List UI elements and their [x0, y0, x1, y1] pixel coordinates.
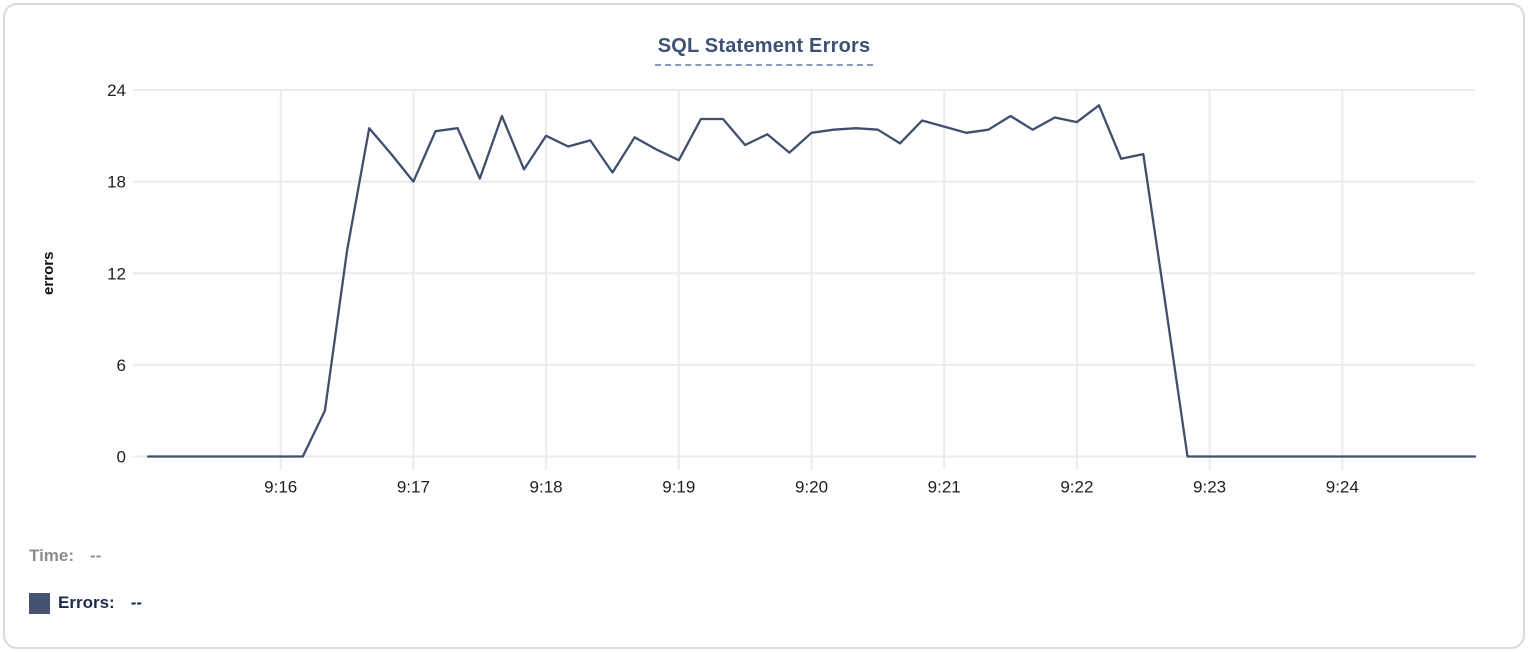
- y-tick-label: 18: [107, 173, 126, 192]
- tooltip-errors-label: Errors:: [58, 593, 115, 612]
- y-tick-label: 12: [107, 264, 126, 283]
- tooltip-time-row: Time: --: [29, 543, 142, 569]
- chart-title[interactable]: SQL Statement Errors: [654, 35, 874, 66]
- y-axis-title: errors: [40, 252, 57, 295]
- x-tick-label: 9:20: [795, 478, 828, 497]
- tooltip-errors-row: Errors: --: [29, 590, 142, 616]
- chart-tooltip: Time: -- Errors: --: [29, 543, 142, 637]
- y-tick-label: 6: [117, 356, 126, 375]
- x-tick-label: 9:16: [264, 478, 297, 497]
- errors-series-swatch: [29, 592, 50, 614]
- x-tick-label: 9:22: [1060, 478, 1093, 497]
- x-tick-label: 9:23: [1193, 478, 1226, 497]
- y-tick-label: 0: [117, 448, 126, 467]
- x-tick-label: 9:18: [530, 478, 563, 497]
- errors-series-line: [146, 104, 1477, 458]
- x-tick-label: 9:19: [662, 478, 695, 497]
- tooltip-time-label: Time:: [29, 546, 75, 565]
- x-tick-label: 9:21: [928, 478, 961, 497]
- x-tick-label: 9:24: [1326, 478, 1359, 497]
- chart-card: SQL Statement Errors 0 6 12 18 24 9:16 9:17 9:1…: [3, 3, 1525, 649]
- tooltip-time-value: --: [90, 546, 102, 565]
- tooltip-errors-value: --: [130, 593, 143, 612]
- x-tick-label: 9:17: [397, 478, 430, 497]
- chart-title-wrap: SQL Statement Errors: [5, 35, 1523, 66]
- y-tick-label: 24: [107, 81, 126, 100]
- chart-svg[interactable]: 0 6 12 18 24 9:16 9:17 9:18 9:19 9:20 9:21 9:22 9:23…: [5, 5, 1525, 515]
